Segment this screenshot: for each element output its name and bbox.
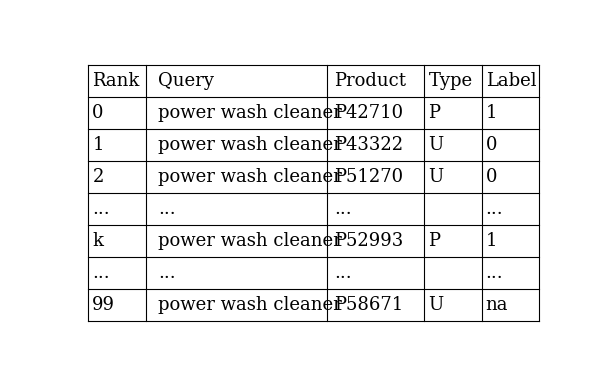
Text: ...: ... [159,264,176,282]
Text: 99: 99 [92,296,116,314]
Text: ...: ... [334,264,352,282]
Text: P: P [428,104,441,122]
Text: k: k [92,232,103,250]
Text: ...: ... [92,200,110,218]
Text: ...: ... [159,200,176,218]
Text: Label: Label [486,72,536,90]
Text: ...: ... [486,200,503,218]
Text: Product: Product [334,72,406,90]
Text: power wash cleaner: power wash cleaner [159,232,342,250]
Text: U: U [428,168,444,186]
Text: U: U [428,136,444,154]
Text: ...: ... [92,264,110,282]
Text: 2: 2 [92,168,104,186]
Text: power wash cleaner: power wash cleaner [159,104,342,122]
Text: power wash cleaner: power wash cleaner [159,168,342,186]
Text: ...: ... [486,264,503,282]
Text: P43322: P43322 [334,136,403,154]
Text: Query: Query [159,72,214,90]
Text: 1: 1 [486,232,497,250]
Text: Type: Type [428,72,472,90]
Text: 1: 1 [486,104,497,122]
Text: 0: 0 [486,136,497,154]
Text: 1: 1 [92,136,104,154]
Text: na: na [486,296,508,314]
Text: P: P [428,232,441,250]
Text: power wash cleaner: power wash cleaner [159,296,342,314]
Text: ...: ... [334,200,352,218]
Text: P58671: P58671 [334,296,403,314]
Text: P52993: P52993 [334,232,403,250]
Text: P42710: P42710 [334,104,403,122]
Text: power wash cleaner: power wash cleaner [159,136,342,154]
Text: Rank: Rank [92,72,140,90]
Text: U: U [428,296,444,314]
Text: 0: 0 [486,168,497,186]
Text: 0: 0 [92,104,104,122]
Text: P51270: P51270 [334,168,403,186]
